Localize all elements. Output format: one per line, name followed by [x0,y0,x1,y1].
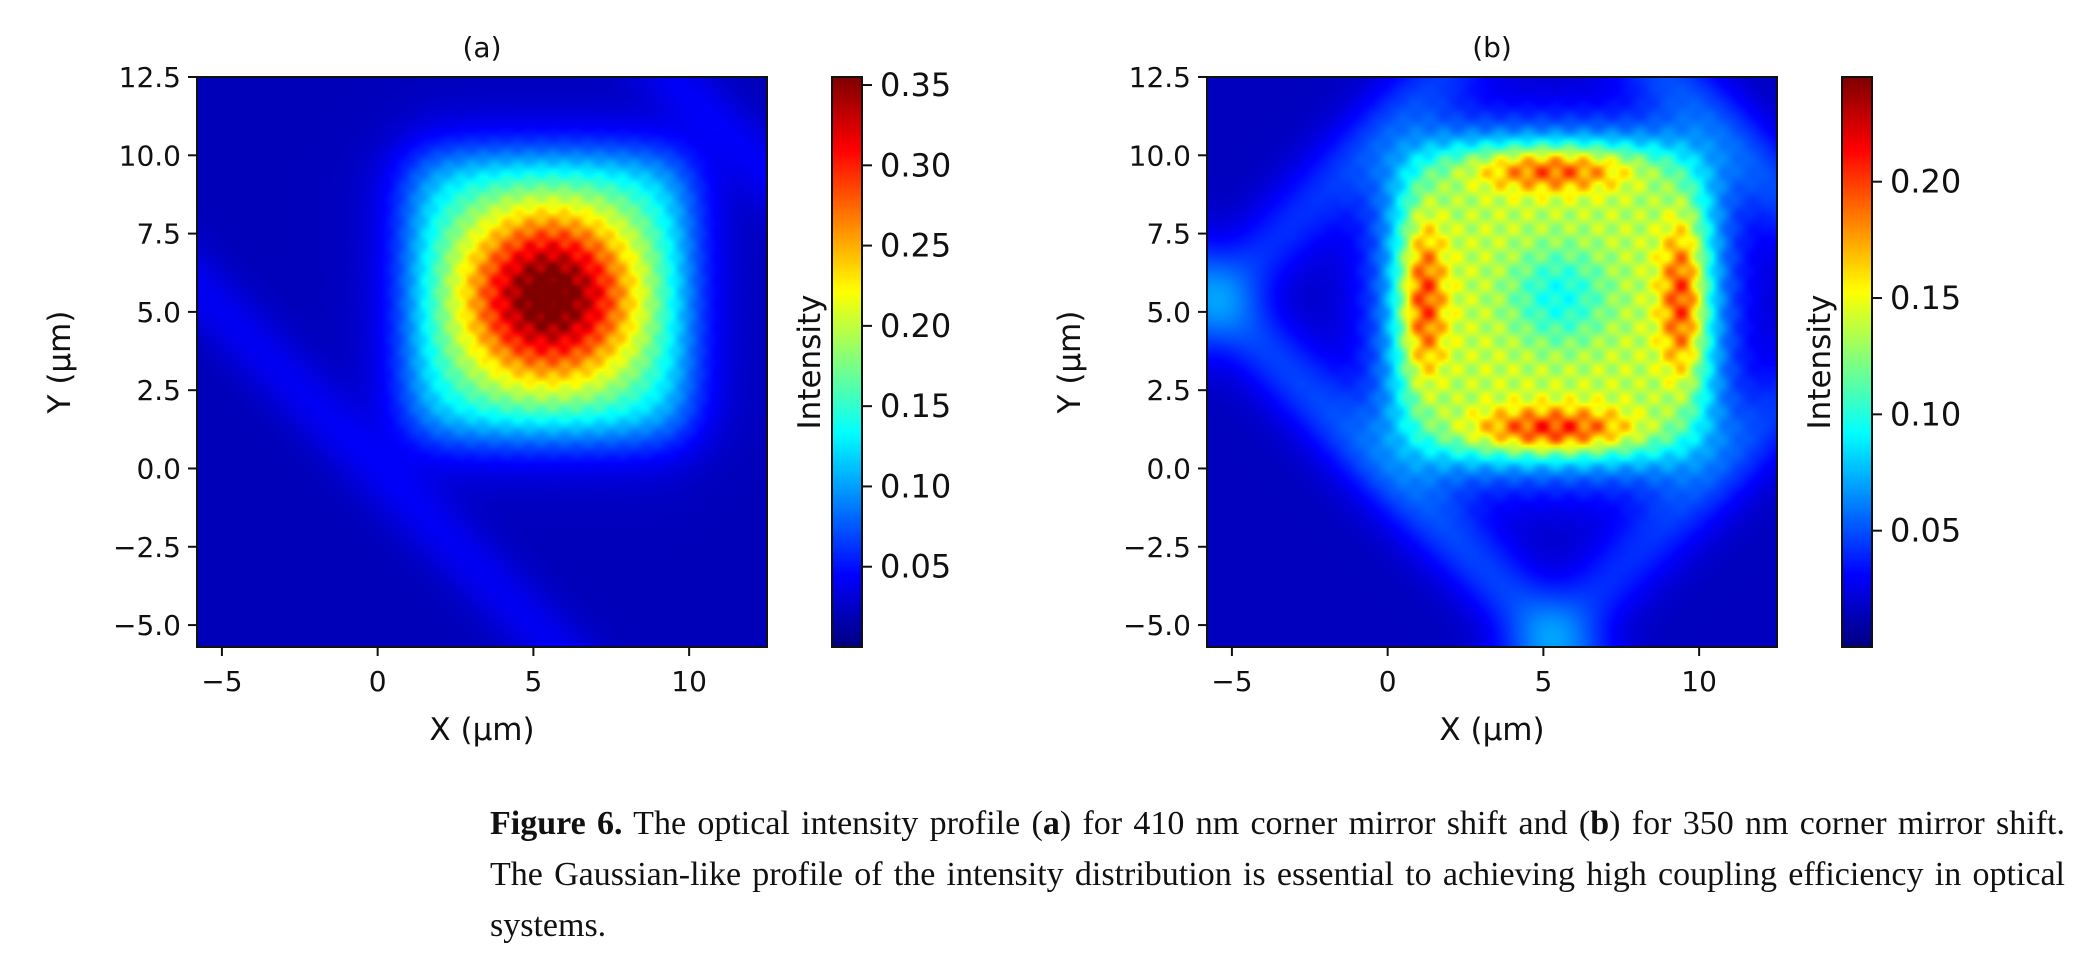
x-tick-label: −5 [201,665,242,698]
colorbar-label: Intensity [1802,295,1838,430]
x-tick-label: 0 [369,665,387,698]
y-tick-label: 5.0 [1146,296,1191,329]
x-tick-label: −5 [1211,665,1252,698]
y-tick-label: 2.5 [1146,374,1191,407]
x-tick-label: 5 [524,665,542,698]
heatmap-a [197,77,767,647]
y-tick-label: 10.0 [119,139,181,172]
x-tick-label: 10 [1681,665,1717,698]
colorbar-tick-label: 0.10 [880,467,951,505]
y-tick-label: 12.5 [119,61,181,94]
y-axis-label: Y (μm) [1052,311,1088,415]
colorbar-tick-label: 0.05 [1890,512,1961,550]
caption-text-2: ) for 410 nm corner mirror shift and ( [1059,805,1591,842]
panel-title: (b) [1472,31,1512,64]
caption-panel-a: a [1042,805,1060,842]
y-tick-label: 2.5 [136,374,181,407]
y-tick-label: 5.0 [136,296,181,329]
colorbar-tick-label: 0.25 [880,227,951,265]
y-tick-label: 12.5 [1129,61,1191,94]
colorbar-a: 0.35 0.30 0.25 0.20 0.15 0.10 0.05 Intensity [792,66,951,648]
figure: (a) −5 0 5 10 12.5 10.0 7.5 5.0 2.5 0.0 −2.5 −5.0 X (… [42,31,1961,748]
x-tick-label: 10 [671,665,707,698]
colorbar-label: Intensity [792,295,828,430]
y-tick-label: −5.0 [113,609,181,642]
colorbar-frame [1841,76,1873,648]
colorbar-gradient [1842,77,1872,647]
caption-label: Figure 6. [490,805,623,842]
colorbar-tick-label: 0.20 [880,307,951,345]
panel-a: (a) −5 0 5 10 12.5 10.0 7.5 5.0 2.5 0.0 −2.5 −5.0 X (… [42,31,951,748]
y-tick-label: 10.0 [1129,139,1191,172]
caption-text-3: ) for 350 nm corner mirror shift. The Ga… [490,805,2065,944]
figure-caption: Figure 6. The optical intensity profile … [490,798,2065,951]
colorbar-tick-label: 0.15 [880,387,951,425]
colorbar-frame [831,76,863,648]
colorbar-tick-label: 0.35 [880,66,951,104]
caption-panel-b: b [1590,805,1610,842]
y-tick-label: −2.5 [113,531,181,564]
colorbar-tick-label: 0.30 [880,146,951,184]
colorbar-tick-label: 0.10 [1890,395,1961,433]
caption-text-1: The optical intensity profile ( [622,805,1043,842]
x-tick-label: 5 [1534,665,1552,698]
heatmap-b [1207,77,1777,647]
colorbar-tick-label: 0.15 [1890,279,1961,317]
y-tick-label: 7.5 [136,218,181,251]
colorbar-tick-label: 0.05 [880,548,951,586]
x-axis-label: X (μm) [429,712,534,748]
plot-frame [196,76,768,648]
y-tick-label: −2.5 [1123,531,1191,564]
y-axis-label: Y (μm) [42,311,78,415]
colorbar-gradient [832,77,862,647]
x-tick-label: 0 [1379,665,1397,698]
y-tick-label: −5.0 [1123,609,1191,642]
panel-b: (b) −5 0 5 10 12.5 10.0 7.5 5.0 2.5 0.0 −2.5 −5.0 X (… [1052,31,1961,748]
colorbar-tick-label: 0.20 [1890,163,1961,201]
panel-title: (a) [462,31,501,64]
plot-frame [1206,76,1778,648]
y-tick-label: 0.0 [136,452,181,485]
y-tick-label: 7.5 [1146,218,1191,251]
x-axis-label: X (μm) [1439,712,1544,748]
y-tick-label: 0.0 [1146,452,1191,485]
colorbar-b: 0.20 0.15 0.10 0.05 Intensity [1802,76,1961,648]
